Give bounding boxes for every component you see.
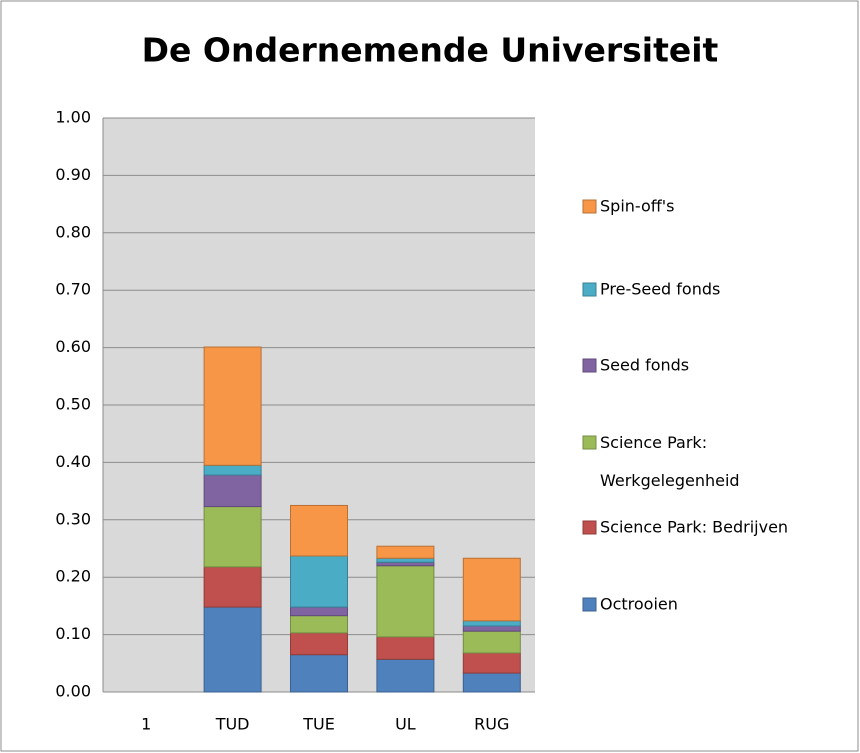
x-tick-label: RUG	[474, 715, 509, 734]
legend-label: Pre-Seed fonds	[600, 280, 720, 299]
legend-swatch	[582, 520, 597, 535]
y-tick-label: 1.00	[55, 108, 91, 127]
x-tick-label: UL	[395, 715, 416, 734]
bar-segment	[203, 566, 262, 608]
y-tick-label: 0.60	[55, 337, 91, 356]
bar-segment	[203, 606, 262, 693]
chart-title: De Ondernemende Universiteit	[142, 31, 719, 70]
bar-segment	[290, 615, 348, 634]
bar-segment	[203, 506, 262, 568]
bar-segment	[290, 504, 348, 557]
bar-segment	[462, 557, 521, 622]
bar-segment	[203, 474, 262, 508]
y-tick-label: 0.50	[55, 395, 91, 414]
bar-segment	[376, 636, 435, 660]
y-tick-label: 0.70	[55, 280, 91, 299]
y-tick-label: 0.80	[55, 222, 91, 241]
bar-segment	[290, 555, 348, 608]
bar-segment	[376, 561, 435, 567]
legend-swatch	[582, 597, 597, 612]
y-tick-label: 0.90	[55, 165, 91, 184]
x-tick-label: TUE	[302, 715, 335, 734]
y-tick-label: 0.00	[55, 682, 91, 701]
legend-swatch	[582, 282, 597, 297]
bar-segment	[462, 620, 521, 627]
legend-label: Science Park: Bedrijven	[600, 518, 788, 537]
y-tick-label: 0.30	[55, 509, 91, 528]
bar-segment	[290, 632, 348, 656]
bar-segment	[462, 672, 521, 693]
bar-segment	[376, 658, 435, 693]
bar-segment	[462, 625, 521, 632]
bar-segment	[462, 630, 521, 654]
legend-swatch	[582, 199, 597, 214]
bar-segment	[290, 654, 348, 693]
legend-label: Seed fonds	[600, 356, 689, 375]
bar-segment	[203, 464, 262, 476]
legend-label: Science Park: Werkgelegenheid	[600, 433, 740, 490]
legend-swatch	[582, 358, 597, 373]
bar-segment	[462, 652, 521, 674]
bar-segment	[376, 557, 435, 563]
legend-swatch	[582, 435, 597, 450]
x-tick-label: TUD	[215, 715, 250, 734]
bar-segment	[376, 545, 435, 559]
y-tick-label: 0.10	[55, 624, 91, 643]
x-tick-label: 1	[141, 715, 151, 734]
y-tick-label: 0.40	[55, 452, 91, 471]
y-tick-label: 0.20	[55, 567, 91, 586]
legend-label: Spin-off's	[600, 197, 675, 216]
bar-segment	[290, 606, 348, 617]
bar-segment	[203, 346, 262, 466]
legend-label: Octrooien	[600, 595, 678, 614]
bar-segment	[376, 565, 435, 638]
